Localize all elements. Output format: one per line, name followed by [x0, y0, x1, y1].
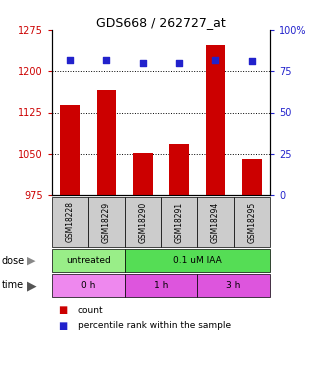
Bar [169, 144, 189, 195]
Bar [52, 274, 125, 297]
Text: GSM18290: GSM18290 [138, 201, 147, 243]
Text: count: count [78, 306, 103, 315]
Text: untreated: untreated [66, 256, 111, 265]
Text: GSM18295: GSM18295 [247, 201, 256, 243]
Point [140, 60, 145, 66]
Text: GSM18228: GSM18228 [66, 201, 75, 243]
Bar [97, 90, 117, 195]
Point [104, 57, 109, 63]
Bar [234, 197, 270, 247]
Text: percentile rank within the sample: percentile rank within the sample [78, 321, 231, 330]
Bar [197, 274, 270, 297]
Bar [88, 197, 125, 247]
Text: 3 h: 3 h [227, 281, 241, 290]
Text: GSM18294: GSM18294 [211, 201, 220, 243]
Bar [125, 249, 270, 272]
Point [213, 57, 218, 63]
Text: GSM18229: GSM18229 [102, 201, 111, 243]
Text: 0.1 uM IAA: 0.1 uM IAA [173, 256, 222, 265]
Text: time: time [2, 280, 24, 291]
Bar [161, 197, 197, 247]
Point [177, 60, 182, 66]
Text: 1 h: 1 h [154, 281, 168, 290]
Bar [60, 105, 80, 195]
Point [249, 58, 255, 64]
Point [68, 57, 73, 63]
Bar [125, 197, 161, 247]
Bar [197, 197, 234, 247]
Text: dose: dose [2, 255, 25, 266]
Text: ▶: ▶ [27, 279, 37, 292]
Text: ▶: ▶ [27, 255, 36, 266]
Text: 0 h: 0 h [81, 281, 96, 290]
Bar [52, 197, 88, 247]
Bar [133, 153, 153, 195]
Text: ■: ■ [58, 321, 68, 330]
Title: GDS668 / 262727_at: GDS668 / 262727_at [96, 16, 226, 29]
Text: ■: ■ [58, 306, 68, 315]
Bar [125, 274, 197, 297]
Bar [242, 159, 262, 195]
Bar [205, 45, 225, 195]
Text: GSM18291: GSM18291 [175, 201, 184, 243]
Bar [52, 249, 125, 272]
